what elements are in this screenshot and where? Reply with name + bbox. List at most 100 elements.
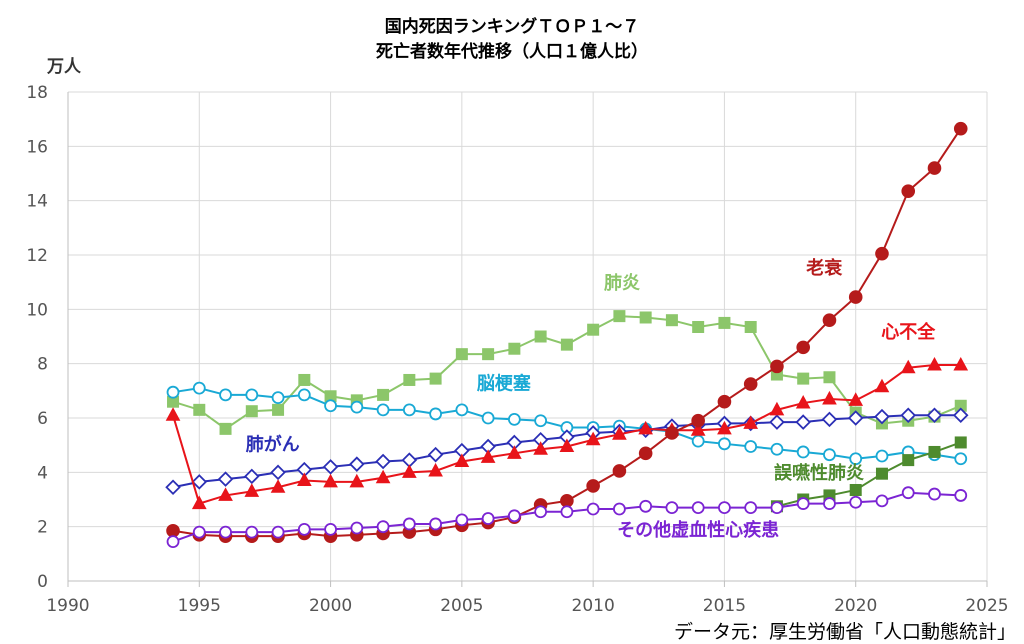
data-point	[823, 448, 836, 462]
data-point	[954, 489, 968, 502]
data-point	[586, 479, 600, 493]
data-point	[928, 487, 941, 501]
data-point	[744, 440, 758, 453]
y-tick-label: 12	[26, 246, 48, 266]
data-point	[691, 501, 705, 515]
data-point	[902, 454, 915, 467]
data-point	[217, 471, 234, 487]
data-point	[166, 385, 180, 399]
data-point	[349, 456, 365, 472]
data-point	[665, 501, 679, 515]
data-point	[874, 408, 890, 425]
x-tick-label: 2025	[965, 596, 1008, 616]
axes: 0 2 4 6 8 10 12 14 16 18 1990 1995 2000 2005 2010 2015 2…	[26, 83, 1008, 616]
data-point	[166, 535, 180, 549]
data-point	[166, 523, 180, 538]
data-point	[927, 356, 942, 371]
data-point	[402, 403, 416, 417]
data-point	[402, 464, 417, 478]
data-point	[165, 479, 181, 496]
series-label: 肺炎	[604, 273, 640, 294]
data-point	[769, 401, 785, 416]
data-point	[875, 494, 889, 508]
data-point	[875, 467, 888, 480]
data-point	[219, 525, 232, 539]
series-label: 肺がん	[246, 434, 300, 456]
data-point	[480, 449, 496, 463]
data-point	[717, 394, 732, 409]
y-tick-label: 10	[26, 300, 48, 320]
data-point	[639, 311, 652, 324]
data-point	[245, 525, 259, 539]
data-point	[507, 509, 521, 523]
data-point	[534, 330, 547, 343]
data-point	[350, 521, 364, 535]
data-point	[744, 320, 757, 333]
data-point	[849, 452, 863, 466]
data-point	[928, 445, 941, 458]
data-point	[690, 422, 706, 436]
data-point	[638, 446, 653, 461]
data-point	[875, 246, 889, 261]
data-point	[298, 373, 311, 386]
data-point	[482, 348, 495, 361]
data-point	[375, 453, 391, 470]
series-label: 脳梗塞	[477, 372, 532, 394]
data-point	[953, 121, 968, 136]
data-point	[743, 377, 758, 391]
data-point	[271, 525, 285, 539]
data-point	[612, 464, 627, 478]
data-point	[533, 441, 548, 455]
data-point	[455, 403, 469, 417]
data-point	[692, 320, 705, 333]
data-point	[874, 378, 890, 393]
data-point	[324, 399, 337, 413]
series-1	[167, 310, 967, 435]
data-point	[560, 338, 573, 351]
series-label: 誤嚥性肺炎	[774, 462, 864, 484]
data-point	[613, 502, 626, 516]
data-point	[822, 390, 837, 405]
data-point	[848, 290, 863, 304]
chart-subtitle: 死亡者数年代推移（人口１億人比）	[376, 42, 648, 62]
x-tick-label: 2010	[572, 596, 615, 616]
series-line	[172, 315, 962, 431]
data-point	[665, 314, 678, 327]
y-axis-unit-label: 万人	[47, 57, 81, 77]
x-tick-label: 2000	[309, 596, 352, 616]
x-tick-label: 1995	[178, 596, 221, 616]
data-point	[744, 501, 758, 515]
data-point	[718, 316, 731, 329]
data-point	[823, 371, 836, 384]
data-point	[954, 436, 967, 449]
series-label: その他虚血性心疾患	[617, 519, 779, 541]
data-point	[270, 479, 286, 493]
data-point	[270, 464, 286, 481]
data-point	[796, 340, 811, 355]
data-point	[507, 445, 522, 459]
data-point	[612, 426, 627, 440]
data-point	[271, 391, 285, 405]
data-point	[455, 513, 469, 527]
data-point	[429, 517, 443, 531]
data-point	[926, 407, 943, 424]
data-point	[297, 388, 311, 402]
data-point	[402, 517, 416, 531]
data-point	[559, 438, 575, 453]
y-tick-label: 18	[26, 83, 48, 103]
data-point	[534, 505, 548, 519]
data-point	[691, 434, 705, 448]
series-5	[166, 121, 968, 543]
data-point	[377, 388, 390, 401]
data-point	[454, 453, 470, 467]
data-point	[586, 502, 600, 516]
data-point	[849, 495, 863, 509]
data-point	[192, 381, 206, 395]
data-point	[953, 356, 969, 371]
data-point	[560, 494, 574, 508]
data-point	[823, 497, 836, 510]
data-point	[245, 388, 259, 402]
data-point	[428, 462, 443, 477]
